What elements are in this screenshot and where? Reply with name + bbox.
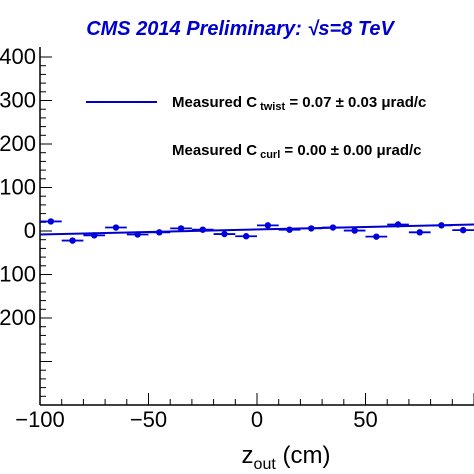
data-point xyxy=(134,231,141,238)
points-layer xyxy=(40,218,474,244)
data-point xyxy=(69,237,76,244)
data-point xyxy=(351,227,358,234)
data-point xyxy=(242,233,250,240)
y-tick-label: 200 xyxy=(0,131,36,156)
x-tick-label: 50 xyxy=(353,407,377,432)
legend: Measured C twist = 0.07 ± 0.03 μrad/c Mea… xyxy=(86,94,426,161)
data-point xyxy=(112,224,120,231)
legend-entry: Measured C curl = 0.00 ± 0.00 μrad/c xyxy=(172,142,422,161)
y-axis: 400 300 200 100 0 100 200 xyxy=(0,44,52,406)
data-point xyxy=(156,229,163,236)
data-point xyxy=(221,230,228,238)
data-point xyxy=(373,233,380,240)
data-point xyxy=(199,226,206,233)
data-point xyxy=(416,229,423,236)
x-axis-label: zout (cm) xyxy=(242,442,331,473)
data-point xyxy=(459,226,467,234)
data-point xyxy=(91,232,98,239)
data-point xyxy=(308,225,315,232)
chart-title: CMS 2014 Preliminary: √s=8 TeV xyxy=(86,18,395,40)
fit-layer xyxy=(39,223,474,236)
data-point xyxy=(286,226,293,233)
legend-entry: Measured C twist = 0.07 ± 0.03 μrad/c xyxy=(172,94,426,113)
y-tick-label: 200 xyxy=(0,305,36,330)
y-tick-label: 100 xyxy=(0,262,36,287)
data-point xyxy=(438,222,445,229)
data-point xyxy=(177,225,185,232)
y-tick-label: 100 xyxy=(0,175,36,200)
fit-line xyxy=(39,223,474,236)
y-tick-label: 400 xyxy=(0,44,36,69)
x-tick-label: −50 xyxy=(130,407,167,432)
data-point xyxy=(47,218,55,225)
y-tick-label: 0 xyxy=(24,218,36,243)
y-tick-label: 300 xyxy=(0,88,36,113)
x-axis: −100 −50 0 50 xyxy=(15,393,474,432)
data-point xyxy=(329,224,337,231)
data-point xyxy=(394,221,402,228)
x-tick-label: −100 xyxy=(15,407,65,432)
data-point xyxy=(264,222,272,229)
x-tick-label: 0 xyxy=(251,407,263,432)
